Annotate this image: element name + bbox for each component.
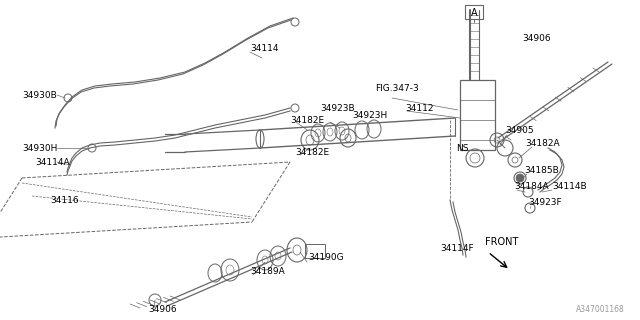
Text: 34182E: 34182E xyxy=(295,148,329,156)
Text: 34184A: 34184A xyxy=(514,181,548,190)
Text: 34112: 34112 xyxy=(405,103,433,113)
Text: 34190G: 34190G xyxy=(308,253,344,262)
Text: 34116: 34116 xyxy=(50,196,79,204)
Text: 34906: 34906 xyxy=(522,34,550,43)
Text: FRONT: FRONT xyxy=(485,237,518,247)
Text: 34923F: 34923F xyxy=(528,197,562,206)
Text: 34189A: 34189A xyxy=(250,268,285,276)
Text: 34182E: 34182E xyxy=(290,116,324,124)
Text: A: A xyxy=(470,8,477,18)
Text: 34923B: 34923B xyxy=(320,103,355,113)
Text: FIG.347-3: FIG.347-3 xyxy=(375,84,419,92)
Text: A347001168: A347001168 xyxy=(576,305,625,314)
Text: 34182A: 34182A xyxy=(525,139,559,148)
Text: 34185B: 34185B xyxy=(524,165,559,174)
Text: 34906: 34906 xyxy=(148,306,177,315)
Text: 34114F: 34114F xyxy=(440,244,474,252)
Text: 34930B: 34930B xyxy=(22,91,57,100)
Text: 34930H: 34930H xyxy=(22,143,58,153)
Text: 34923H: 34923H xyxy=(352,110,387,119)
Bar xyxy=(465,5,483,19)
Text: 34114A: 34114A xyxy=(35,157,70,166)
Text: NS: NS xyxy=(456,143,468,153)
Text: 34114: 34114 xyxy=(250,44,278,52)
Ellipse shape xyxy=(516,174,524,182)
Bar xyxy=(460,80,495,150)
Text: 34905: 34905 xyxy=(505,125,534,134)
Text: 34114B: 34114B xyxy=(552,181,587,190)
Bar xyxy=(305,244,325,258)
